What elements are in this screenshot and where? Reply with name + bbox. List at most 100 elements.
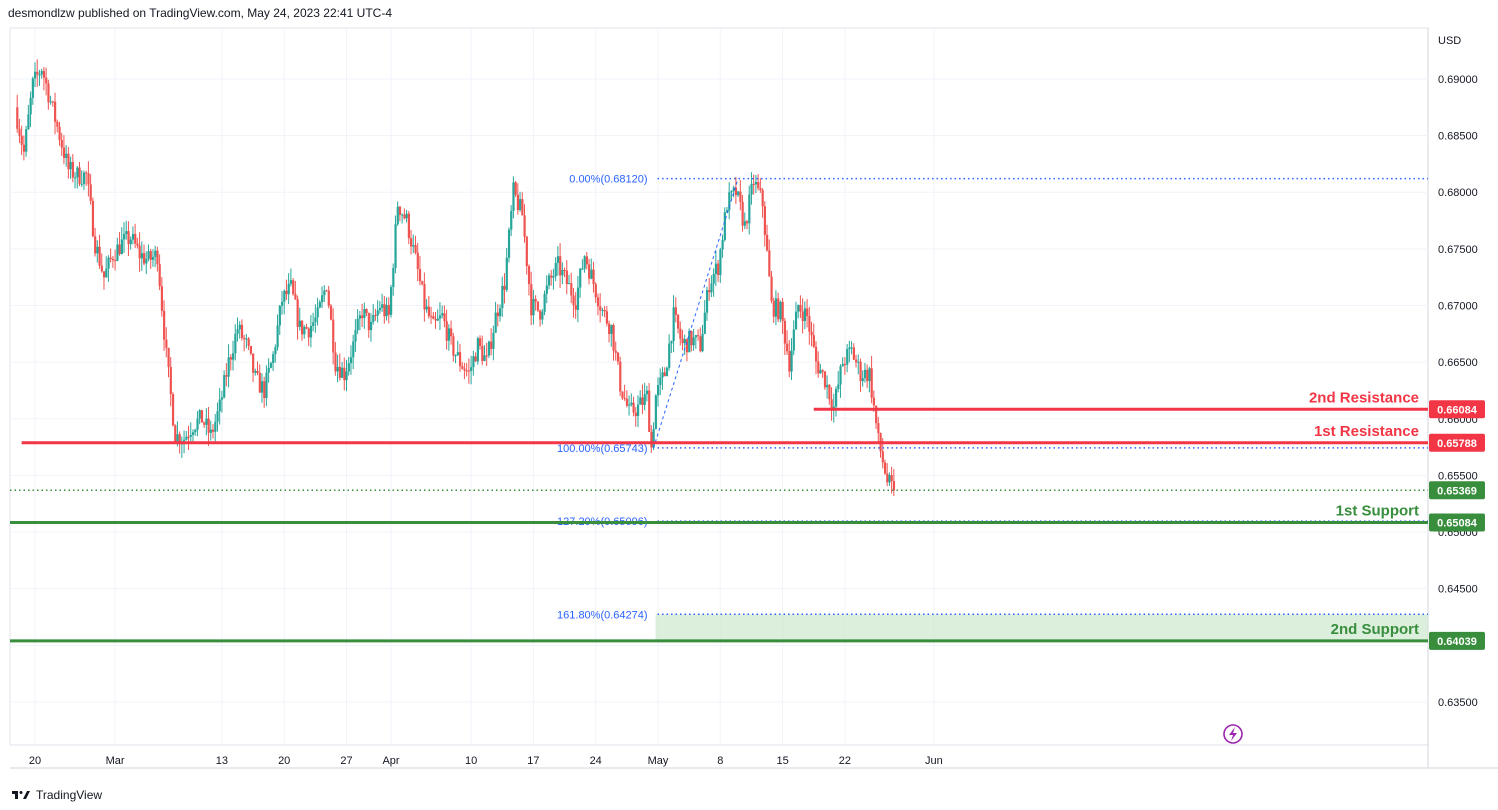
candle-body [510, 210, 513, 230]
candle-body [514, 182, 517, 195]
candle-body [601, 309, 604, 311]
candle-body [16, 107, 19, 129]
candle-body [703, 312, 706, 334]
candle-body [127, 231, 130, 245]
candle-body [338, 366, 342, 378]
candle-body [596, 297, 600, 307]
candle-body [821, 370, 824, 372]
candle-body [318, 302, 321, 308]
candle-body [401, 214, 404, 216]
candle-body [814, 346, 818, 362]
x-tick-label: 15 [776, 755, 788, 767]
x-tick-label: 20 [278, 755, 290, 767]
candle-body [227, 357, 230, 377]
candle-body [129, 239, 132, 245]
candle-body [559, 256, 562, 276]
candle-body [632, 402, 635, 413]
candle-body [307, 328, 310, 338]
candle-body [819, 370, 822, 374]
candle-body [410, 238, 413, 247]
candle-body [327, 290, 330, 306]
candle-body [441, 313, 444, 316]
footer-brand-label: TradingView [36, 788, 103, 802]
candle-body [665, 367, 669, 377]
candle-body [229, 357, 232, 360]
candle-body [521, 199, 524, 216]
candle-body [36, 71, 39, 75]
candle-body [140, 253, 143, 259]
candle-body [267, 367, 270, 373]
candle-body [147, 251, 150, 259]
candle-body [385, 305, 388, 317]
candle-body [398, 206, 402, 215]
candle-body [636, 404, 640, 417]
candle-body [527, 266, 531, 285]
candle-body [396, 206, 399, 225]
candle-body [719, 249, 722, 276]
candle-body [790, 350, 793, 372]
candle-body [714, 263, 718, 275]
candle-body [158, 264, 161, 287]
candle-body [732, 187, 735, 192]
candle-body [710, 283, 713, 293]
candle-body [645, 390, 649, 395]
candle-body [650, 431, 653, 448]
candle-body [585, 256, 588, 265]
candle-body [648, 390, 651, 432]
candle-body [383, 304, 386, 317]
candle-body [298, 320, 301, 327]
candle-body [659, 377, 662, 385]
candle-body [788, 351, 791, 372]
candle-body [305, 326, 308, 329]
lightning-icon[interactable] [1223, 724, 1243, 744]
candle-body [556, 256, 560, 263]
candle-body [443, 313, 446, 322]
candle-body [603, 309, 606, 312]
candle-body [550, 275, 553, 278]
candle-body [875, 405, 878, 424]
candle-body [797, 305, 800, 312]
y-tick-label: 0.67000 [1438, 301, 1478, 313]
candle-body [369, 321, 373, 331]
candle-body [145, 258, 148, 264]
candle-body [361, 315, 364, 319]
candle-body [283, 290, 286, 302]
candle-body [717, 263, 720, 276]
candle-body [74, 177, 77, 179]
candle-body [748, 194, 751, 224]
candle-body [817, 361, 820, 374]
candle-body [58, 126, 61, 141]
candle-body [105, 268, 108, 278]
footer-brand[interactable]: TradingView [12, 788, 102, 802]
candle-body [309, 325, 313, 338]
candle-body [877, 423, 880, 434]
candle-body [576, 287, 580, 310]
candle-body [367, 312, 370, 331]
candle-body [203, 422, 206, 425]
candle-body [378, 307, 382, 311]
candle-body [51, 101, 54, 103]
candle-body [810, 331, 813, 336]
x-tick-label: 27 [340, 755, 352, 767]
candle-body [29, 97, 32, 115]
candle-body [430, 316, 433, 318]
candle-body [579, 268, 582, 288]
candle-body [387, 305, 390, 315]
candle-body [256, 371, 259, 373]
candle-body [450, 328, 453, 337]
candle-body [178, 434, 181, 445]
candle-body [207, 418, 210, 433]
candle-body [343, 367, 346, 381]
candle-body [614, 350, 617, 353]
candle-body [554, 262, 557, 277]
candle-body [694, 335, 698, 338]
candle-body [487, 341, 491, 356]
candle-body [425, 306, 428, 310]
candle-body [169, 366, 172, 395]
candle-body [31, 78, 34, 98]
candle-body [272, 354, 275, 363]
candle-body [78, 167, 81, 184]
candle-body [336, 366, 339, 372]
candle-body [412, 245, 415, 247]
